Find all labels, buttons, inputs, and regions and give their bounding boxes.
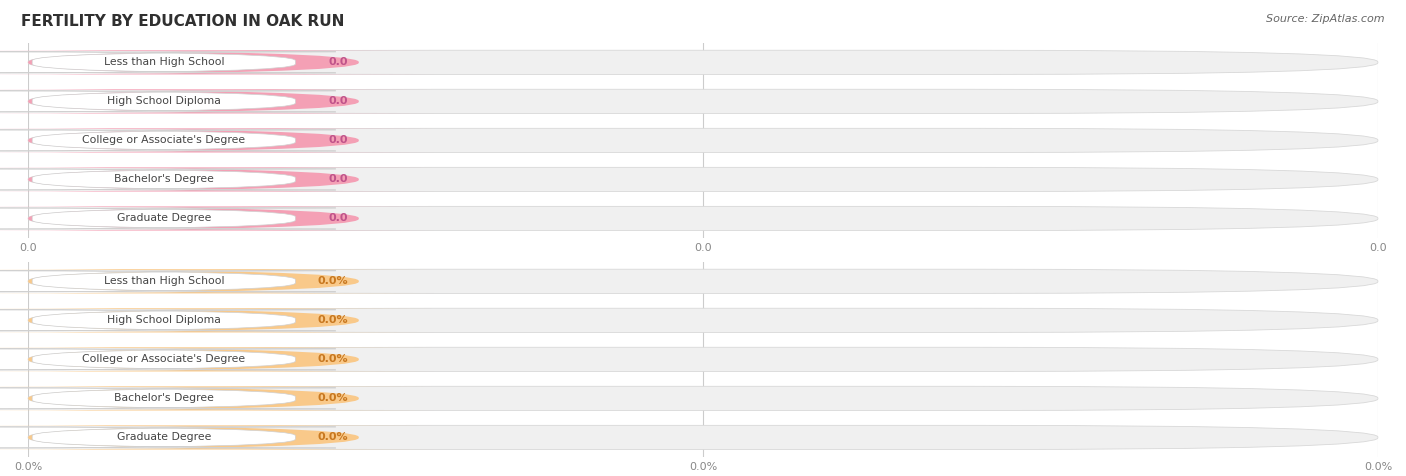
Text: 0.0: 0.0 [329,213,349,224]
FancyBboxPatch shape [0,168,433,191]
Text: Graduate Degree: Graduate Degree [117,432,211,443]
FancyBboxPatch shape [0,427,336,448]
FancyBboxPatch shape [0,50,433,74]
Text: 0.0%: 0.0% [318,315,349,326]
Text: College or Associate's Degree: College or Associate's Degree [82,354,245,365]
FancyBboxPatch shape [28,129,1378,152]
Text: 0.0: 0.0 [329,57,349,68]
FancyBboxPatch shape [0,130,336,151]
FancyBboxPatch shape [0,91,336,112]
Text: Source: ZipAtlas.com: Source: ZipAtlas.com [1267,14,1385,24]
FancyBboxPatch shape [28,269,1378,293]
Text: Graduate Degree: Graduate Degree [117,213,211,224]
FancyBboxPatch shape [0,349,336,370]
FancyBboxPatch shape [0,271,336,292]
Text: Less than High School: Less than High School [104,57,224,68]
FancyBboxPatch shape [0,89,433,113]
Text: High School Diploma: High School Diploma [107,315,221,326]
FancyBboxPatch shape [28,89,1378,113]
FancyBboxPatch shape [28,168,1378,191]
Text: FERTILITY BY EDUCATION IN OAK RUN: FERTILITY BY EDUCATION IN OAK RUN [21,14,344,30]
FancyBboxPatch shape [28,50,1378,74]
FancyBboxPatch shape [28,308,1378,332]
Text: College or Associate's Degree: College or Associate's Degree [82,135,245,146]
FancyBboxPatch shape [0,269,433,293]
FancyBboxPatch shape [28,387,1378,410]
FancyBboxPatch shape [0,207,433,230]
FancyBboxPatch shape [0,308,433,332]
Text: 0.0%: 0.0% [318,354,349,365]
FancyBboxPatch shape [0,347,433,371]
FancyBboxPatch shape [0,52,336,73]
FancyBboxPatch shape [28,207,1378,230]
FancyBboxPatch shape [0,208,336,229]
Text: 0.0: 0.0 [329,174,349,185]
FancyBboxPatch shape [0,129,433,152]
Text: 0.0%: 0.0% [318,393,349,404]
FancyBboxPatch shape [0,388,336,409]
Text: High School Diploma: High School Diploma [107,96,221,107]
Text: 0.0: 0.0 [329,96,349,107]
Text: Less than High School: Less than High School [104,276,224,287]
Text: 0.0%: 0.0% [318,432,349,443]
FancyBboxPatch shape [0,310,336,331]
Text: 0.0: 0.0 [329,135,349,146]
FancyBboxPatch shape [0,426,433,449]
Text: Bachelor's Degree: Bachelor's Degree [114,174,214,185]
Text: Bachelor's Degree: Bachelor's Degree [114,393,214,404]
FancyBboxPatch shape [0,169,336,190]
FancyBboxPatch shape [28,426,1378,449]
Text: 0.0%: 0.0% [318,276,349,287]
FancyBboxPatch shape [0,387,433,410]
FancyBboxPatch shape [28,347,1378,371]
